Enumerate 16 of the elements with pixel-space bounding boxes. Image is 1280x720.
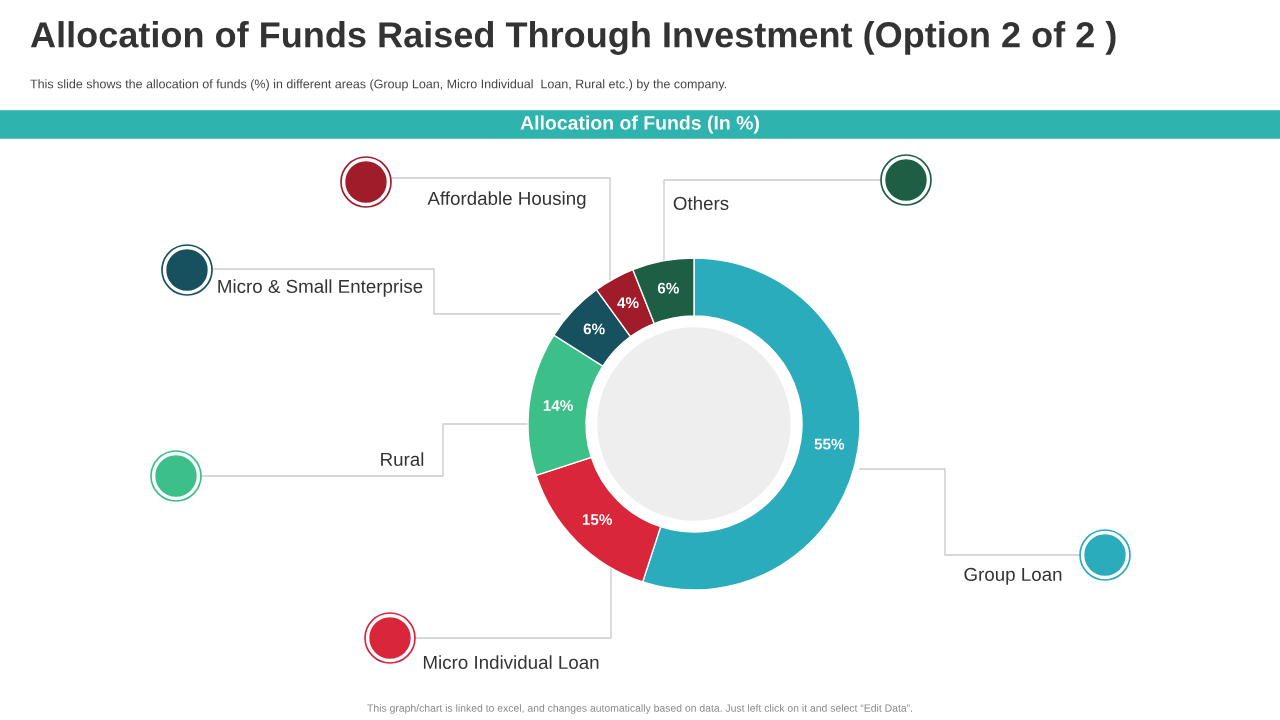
data-label: 6% xyxy=(657,282,679,294)
data-label: 6% xyxy=(583,323,605,335)
text: This graph/chart is linked to excel, and changes automatically based on data. Just left click on it and select “Edit Data”. xyxy=(367,704,913,714)
data-label: 4% xyxy=(617,297,639,309)
chart-subtitle: This slide shows the allocation of funds (%) in different areas (Group Loan, Micro Individual Loan, Rural etc.) by the company. xyxy=(30,79,726,91)
data-label: 15% xyxy=(582,514,613,525)
data-label: 55% xyxy=(814,438,845,450)
slice-label: Affordable Housing xyxy=(427,191,586,209)
slice-label: Micro Individual Loan xyxy=(423,655,599,670)
text: Allocation of Funds (In %) xyxy=(520,115,759,134)
slice-label: Micro & Small Enterprise xyxy=(218,279,423,297)
data-label: 14% xyxy=(543,400,573,411)
chart-title: Allocation of Funds Raised Through Investment (Option 2 of 2 ) xyxy=(30,21,1116,55)
slice-label: Others xyxy=(673,196,729,211)
slice-label: Group Loan xyxy=(964,567,1062,585)
slice-label: Rural xyxy=(381,452,424,467)
